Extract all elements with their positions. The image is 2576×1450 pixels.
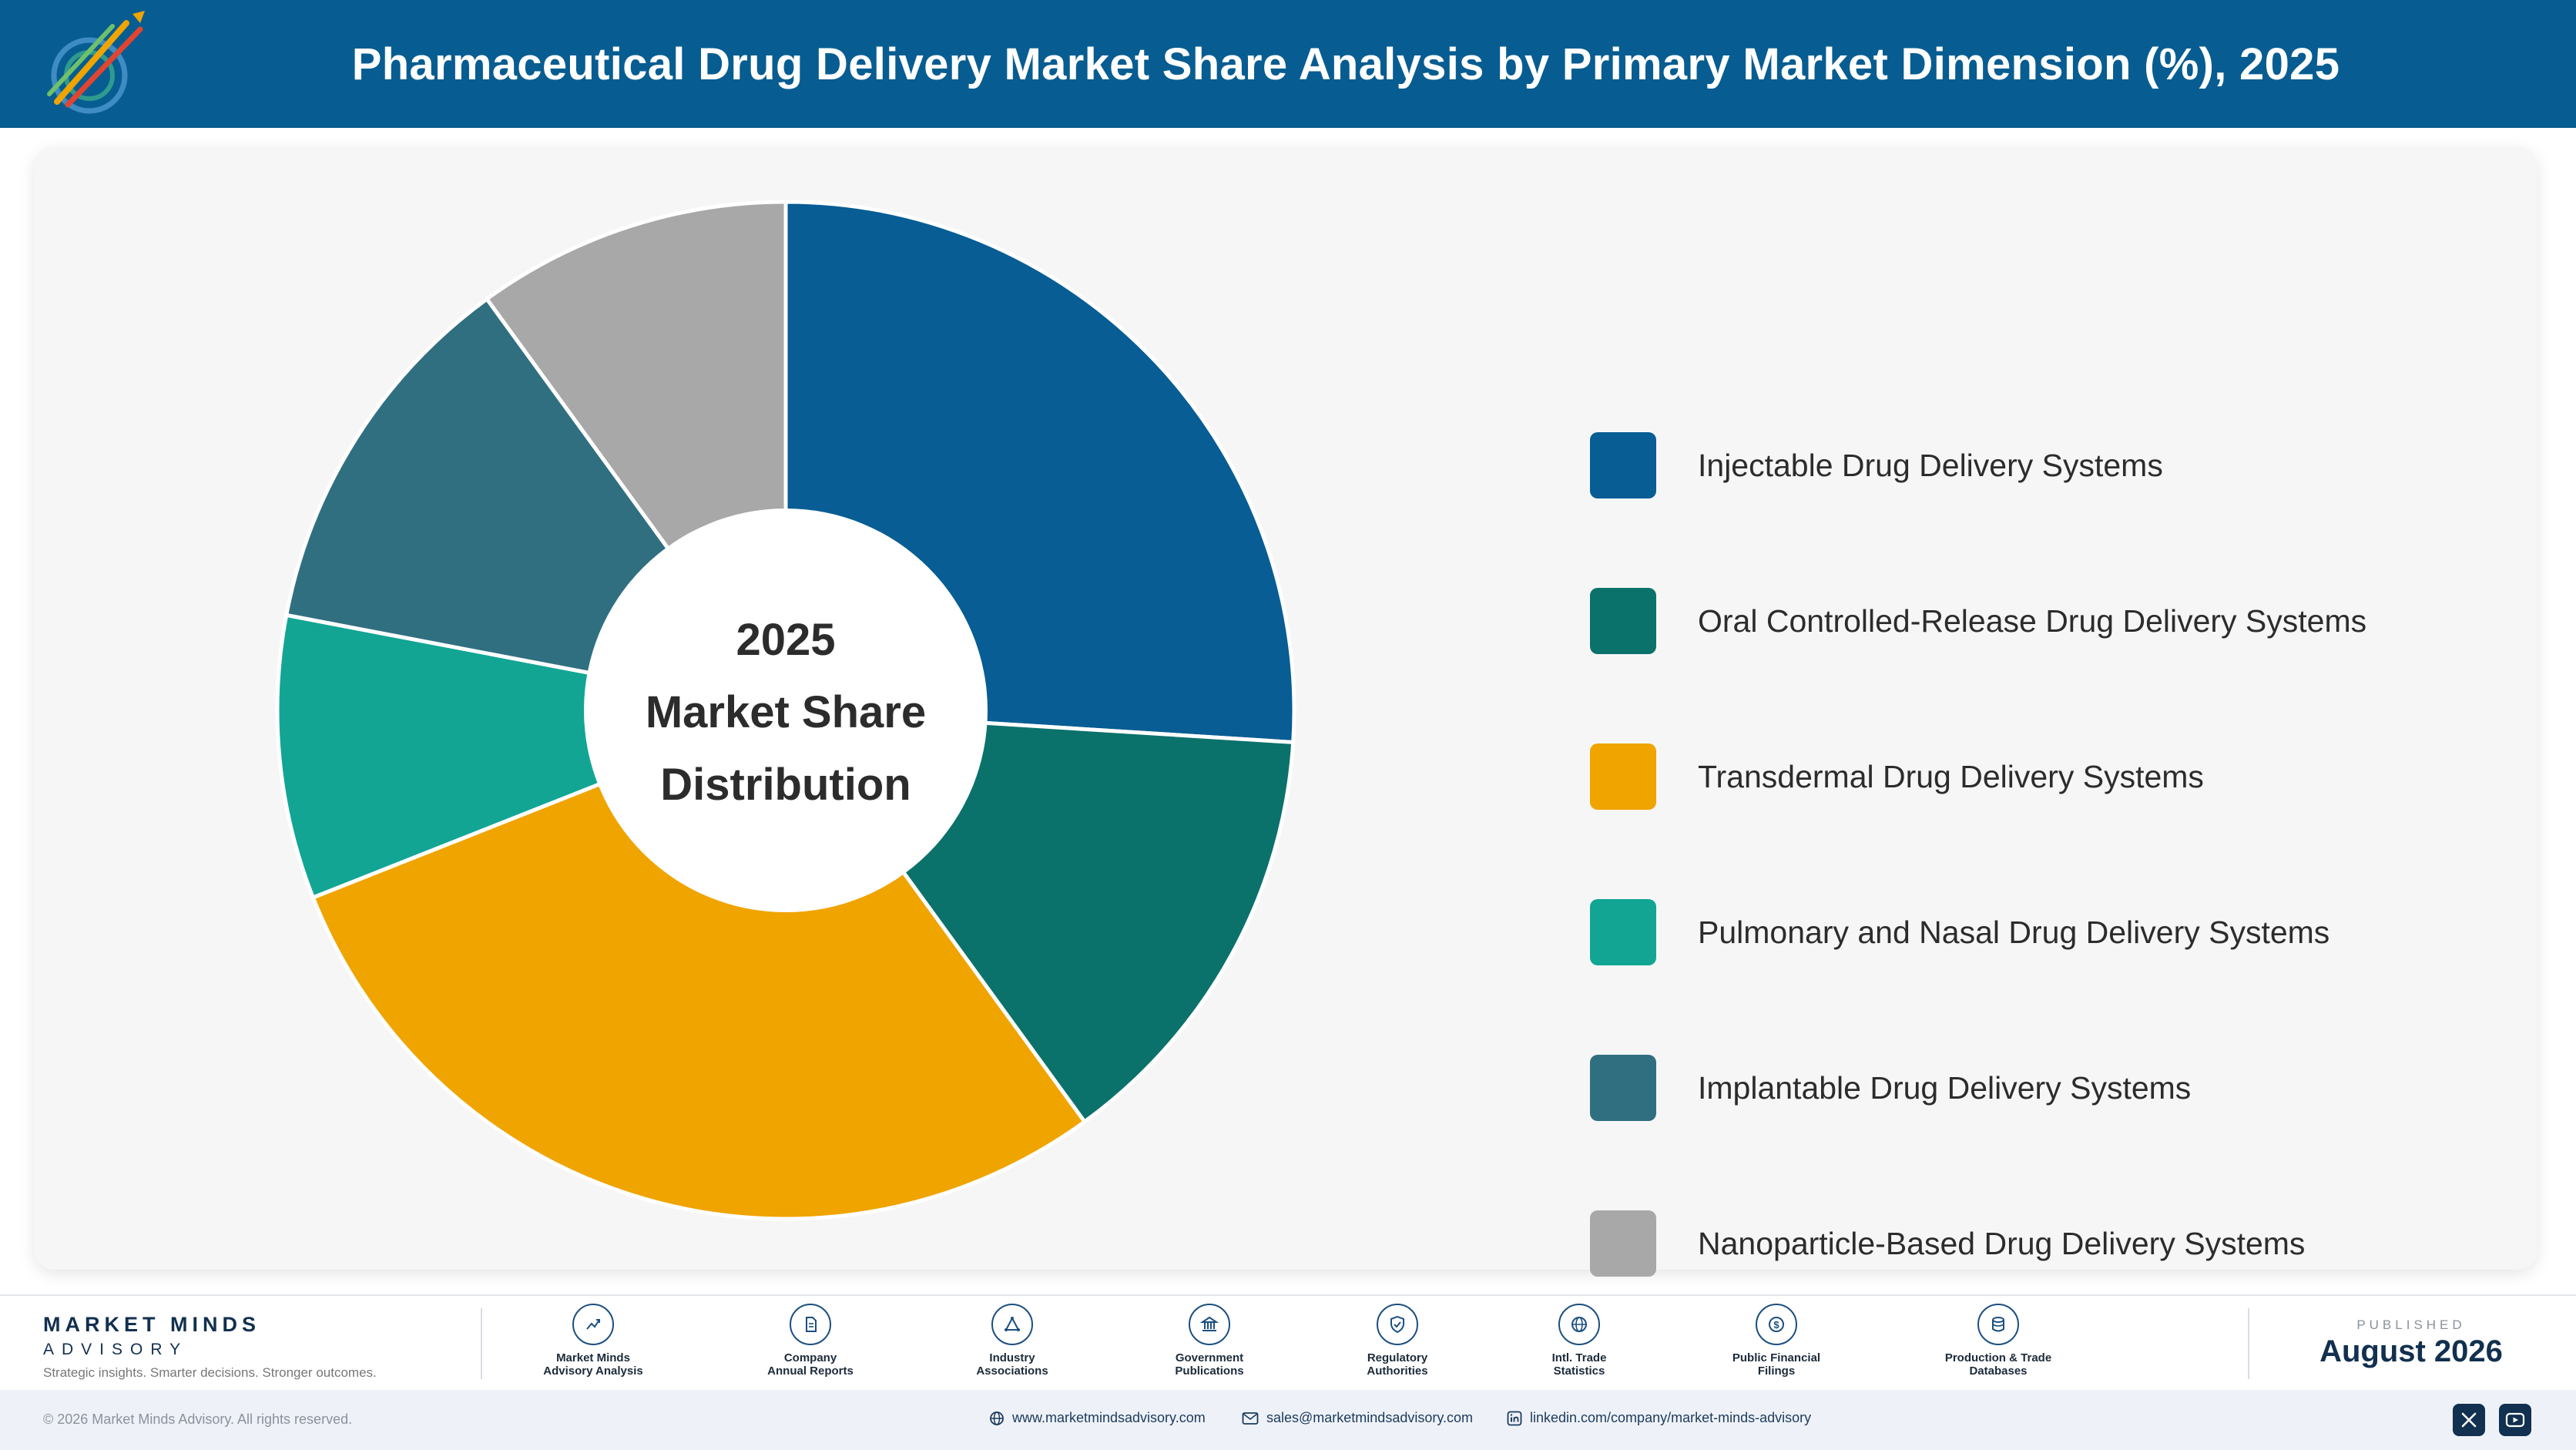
pie-slice-3[interactable] (310, 707, 1088, 1221)
header-bar: Pharmaceutical Drug Delivery Market Shar… (0, 0, 2576, 128)
published-date: August 2026 (2319, 1334, 2503, 1368)
source-label: Company Annual Reports (767, 1351, 854, 1378)
svg-text:$: $ (1773, 1319, 1779, 1331)
database-icon (1977, 1304, 2019, 1345)
brand-name: MARKET MINDS (43, 1313, 260, 1336)
source-label: Market Minds Advisory Analysis (543, 1351, 643, 1378)
brand-tagline: Strategic insights. Smarter decisions. S… (43, 1365, 377, 1380)
linkedin-text: linkedin.com/company/market-minds-adviso… (1530, 1410, 1812, 1425)
legend-item-4[interactable]: Pulmonary and Nasal Drug Delivery System… (1590, 898, 2329, 966)
legend-item-3[interactable]: Transdermal Drug Delivery Systems (1590, 743, 2204, 811)
legend-label: Transdermal Drug Delivery Systems (1698, 758, 2204, 794)
footer-divider (481, 1308, 482, 1379)
bottom-bar: © 2026 Market Minds Advisory. All rights… (0, 1390, 2576, 1450)
source-label: Intl. Trade Statistics (1551, 1351, 1607, 1378)
source-item-7: $ Public Financial Filings (1699, 1304, 1853, 1378)
center-label-subtitle: Distribution (660, 760, 911, 810)
source-label: Public Financial Filings (1732, 1351, 1821, 1378)
source-item-1: Market Minds Advisory Analysis (516, 1304, 670, 1378)
trend-chart-icon (572, 1304, 614, 1345)
globe-icon (1558, 1304, 1600, 1345)
source-item-6: Intl. Trade Statistics (1502, 1304, 1656, 1378)
website-text: www.marketmindsadvisory.com (1012, 1410, 1206, 1425)
legend-swatch (1590, 588, 1656, 654)
legend-swatch (1590, 743, 1656, 810)
government-building-icon (1189, 1304, 1230, 1345)
youtube-social-button[interactable] (2499, 1404, 2531, 1436)
source-item-3: Industry Associations (935, 1304, 1089, 1378)
shield-check-icon (1377, 1304, 1418, 1345)
legend-item-2[interactable]: Oral Controlled-Release Drug Delivery Sy… (1590, 587, 2366, 655)
globe-icon (990, 1411, 1004, 1425)
x-social-button[interactable] (2453, 1404, 2485, 1436)
legend-swatch (1590, 432, 1656, 498)
source-label: Industry Associations (976, 1351, 1048, 1378)
source-label: Regulatory Authorities (1367, 1351, 1428, 1378)
legend-label: Pulmonary and Nasal Drug Delivery System… (1698, 914, 2330, 950)
x-logo-icon (2461, 1412, 2477, 1428)
email-link[interactable]: sales@marketmindsadvisory.com (1242, 1410, 1473, 1426)
legend-label: Implantable Drug Delivery Systems (1698, 1069, 2192, 1106)
brand-subtitle: ADVISORY (43, 1341, 189, 1358)
source-item-8: Production & Trade Databases (1921, 1304, 2075, 1378)
email-text: sales@marketmindsadvisory.com (1266, 1410, 1474, 1425)
legend-item-5[interactable]: Implantable Drug Delivery Systems (1590, 1054, 2191, 1122)
donut-hole (584, 509, 988, 912)
source-item-4: Government Publications (1132, 1304, 1286, 1378)
source-label: Production & Trade Databases (1944, 1351, 2052, 1378)
market-minds-logo-icon (47, 11, 145, 114)
copyright-text: © 2026 Market Minds Advisory. All rights… (43, 1411, 353, 1427)
linkedin-link[interactable]: linkedin.com/company/market-minds-adviso… (1507, 1410, 1811, 1426)
source-item-5: Regulatory Authorities (1320, 1304, 1474, 1378)
website-link[interactable]: www.marketmindsadvisory.com (989, 1410, 1206, 1426)
published-label: PUBLISHED (2356, 1317, 2466, 1332)
source-item-2: Company Annual Reports (733, 1304, 887, 1378)
mail-icon (1242, 1411, 1259, 1425)
youtube-icon (2505, 1412, 2525, 1428)
source-label: Government Publications (1175, 1351, 1244, 1378)
document-icon (790, 1304, 831, 1345)
legend-label: Nanoparticle-Based Drug Delivery Systems (1698, 1225, 2306, 1261)
legend-label: Oral Controlled-Release Drug Delivery Sy… (1698, 602, 2367, 639)
legend-swatch (1590, 1210, 1656, 1277)
legend-label: Injectable Drug Delivery Systems (1698, 447, 2163, 483)
legend-swatch (1590, 899, 1656, 965)
network-icon (991, 1304, 1033, 1345)
pie-slice-4[interactable] (275, 613, 793, 901)
dollar-coin-icon: $ (1756, 1304, 1797, 1345)
footer-divider (2248, 1308, 2249, 1379)
linkedin-icon (1507, 1411, 1522, 1425)
center-label-title: Market Share (646, 687, 926, 737)
legend-item-6[interactable]: Nanoparticle-Based Drug Delivery Systems (1590, 1210, 2305, 1277)
legend-swatch (1590, 1055, 1656, 1121)
center-label-year: 2025 (736, 615, 835, 665)
legend-item-1[interactable]: Injectable Drug Delivery Systems (1590, 431, 2163, 499)
page-title: Pharmaceutical Drug Delivery Market Shar… (351, 39, 2340, 89)
donut-chart: 2025 Market Share Distribution (275, 200, 1296, 1221)
chart-card: 2025 Market Share Distribution Injectabl… (34, 146, 2537, 1277)
footer: MARKET MINDS ADVISORY Strategic insights… (0, 1294, 2576, 1390)
